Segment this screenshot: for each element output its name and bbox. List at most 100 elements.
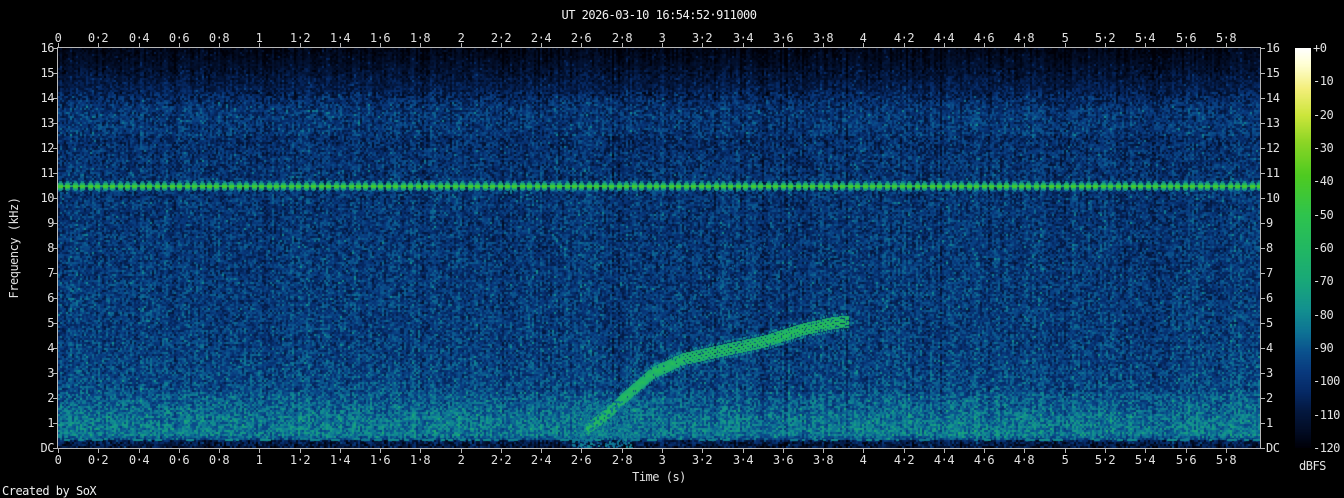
x-tick-label-top: 3·8 xyxy=(812,31,834,45)
x-tick-mark-top xyxy=(581,43,582,47)
y-tick-mark-right xyxy=(1261,323,1265,324)
x-tick-mark-top xyxy=(98,43,99,47)
x-tick-label-top: 2·8 xyxy=(611,31,633,45)
x-tick-mark-top xyxy=(541,43,542,47)
x-tick-mark-bottom xyxy=(259,449,260,453)
x-tick-mark-top xyxy=(1024,43,1025,47)
x-tick-mark-bottom xyxy=(1145,449,1146,453)
x-tick-mark-bottom xyxy=(743,449,744,453)
x-tick-label-top: 2·6 xyxy=(570,31,592,45)
x-tick-label-bottom: 5·6 xyxy=(1175,453,1197,467)
y-tick-label-right: 15 xyxy=(1266,66,1280,80)
x-tick-mark-top xyxy=(743,43,744,47)
x-tick-label-bottom: 0·4 xyxy=(128,453,150,467)
x-tick-mark-bottom xyxy=(179,449,180,453)
y-tick-mark-right xyxy=(1261,248,1265,249)
y-tick-label-left: 15 xyxy=(40,66,55,80)
x-tick-mark-top xyxy=(944,43,945,47)
x-tick-label-top: 5·8 xyxy=(1215,31,1237,45)
y-tick-mark-left xyxy=(53,423,57,424)
x-tick-label-bottom: 1·4 xyxy=(329,453,351,467)
y-tick-label-left: 9 xyxy=(47,216,54,230)
y-tick-mark-right xyxy=(1261,373,1265,374)
x-tick-mark-bottom xyxy=(219,449,220,453)
plot-border xyxy=(57,47,1261,449)
x-tick-mark-bottom xyxy=(501,449,502,453)
y-tick-label-left: 12 xyxy=(40,141,55,155)
x-tick-mark-bottom xyxy=(1105,449,1106,453)
x-tick-label-top: 5·4 xyxy=(1134,31,1156,45)
x-tick-mark-bottom xyxy=(98,449,99,453)
x-tick-mark-bottom xyxy=(420,449,421,453)
x-tick-label-bottom: 0·8 xyxy=(208,453,230,467)
y-tick-mark-left xyxy=(53,273,57,274)
x-tick-mark-bottom xyxy=(340,449,341,453)
x-tick-label-bottom: 3 xyxy=(658,453,666,467)
chart-title: UT 2026-03-10 16:54:52·911000 xyxy=(561,8,757,22)
x-tick-label-bottom: 5·8 xyxy=(1215,453,1237,467)
colorbar-tick-label: -10 xyxy=(1313,74,1334,88)
x-tick-label-top: 1 xyxy=(255,31,263,45)
y-tick-label-left: 5 xyxy=(47,316,54,330)
x-tick-label-bottom: 0 xyxy=(54,453,62,467)
x-tick-mark-bottom xyxy=(461,449,462,453)
y-tick-mark-left xyxy=(53,448,57,449)
colorbar-tick-label: -30 xyxy=(1313,141,1334,155)
x-tick-label-bottom: 1·6 xyxy=(369,453,391,467)
y-tick-mark-right xyxy=(1261,298,1265,299)
x-tick-label-top: 0·8 xyxy=(208,31,230,45)
y-tick-label-left: 7 xyxy=(47,266,54,280)
y-tick-mark-left xyxy=(53,73,57,74)
y-tick-label-right: 4 xyxy=(1266,341,1273,355)
x-tick-mark-bottom xyxy=(1226,449,1227,453)
x-tick-mark-bottom xyxy=(1024,449,1025,453)
x-tick-mark-top xyxy=(501,43,502,47)
y-tick-mark-right xyxy=(1261,223,1265,224)
y-tick-label-right: 13 xyxy=(1266,116,1280,130)
y-tick-label-left: 3 xyxy=(47,366,54,380)
x-tick-mark-top xyxy=(904,43,905,47)
y-tick-label-right: 2 xyxy=(1266,391,1273,405)
y-tick-mark-right xyxy=(1261,98,1265,99)
x-tick-mark-top xyxy=(1065,43,1066,47)
colorbar-tick-label: -100 xyxy=(1313,374,1340,388)
y-tick-mark-right xyxy=(1261,348,1265,349)
y-tick-label-right: 9 xyxy=(1266,216,1273,230)
x-tick-label-bottom: 4 xyxy=(859,453,867,467)
x-tick-mark-bottom xyxy=(662,449,663,453)
y-tick-mark-left xyxy=(53,298,57,299)
x-tick-mark-bottom xyxy=(944,449,945,453)
y-tick-mark-left xyxy=(53,198,57,199)
y-tick-label-left: 1 xyxy=(47,416,54,430)
x-tick-label-top: 2·4 xyxy=(530,31,552,45)
x-tick-mark-bottom xyxy=(380,449,381,453)
y-tick-mark-left xyxy=(53,173,57,174)
x-tick-label-top: 0·4 xyxy=(128,31,150,45)
x-tick-label-bottom: 3·8 xyxy=(812,453,834,467)
y-tick-mark-right xyxy=(1261,398,1265,399)
x-tick-mark-top xyxy=(702,43,703,47)
y-tick-mark-left xyxy=(53,373,57,374)
y-tick-mark-right xyxy=(1261,123,1265,124)
x-tick-mark-bottom xyxy=(702,449,703,453)
credit-text: Created by SoX xyxy=(2,484,97,498)
x-tick-mark-top xyxy=(1145,43,1146,47)
y-tick-mark-left xyxy=(53,98,57,99)
colorbar-unit-label: dBFS xyxy=(1299,459,1326,473)
x-tick-mark-bottom xyxy=(904,449,905,453)
x-tick-mark-bottom xyxy=(1065,449,1066,453)
x-tick-mark-bottom xyxy=(783,449,784,453)
x-tick-label-top: 1·2 xyxy=(289,31,311,45)
y-tick-mark-left xyxy=(53,348,57,349)
y-tick-label-right: 5 xyxy=(1266,316,1273,330)
x-tick-mark-bottom xyxy=(581,449,582,453)
x-tick-mark-top xyxy=(380,43,381,47)
y-tick-mark-right xyxy=(1261,423,1265,424)
x-tick-label-bottom: 4·2 xyxy=(893,453,915,467)
x-tick-label-top: 1·4 xyxy=(329,31,351,45)
y-tick-mark-right xyxy=(1261,148,1265,149)
x-tick-label-top: 1·6 xyxy=(369,31,391,45)
y-tick-label-right: 7 xyxy=(1266,266,1273,280)
x-tick-mark-top xyxy=(420,43,421,47)
y-tick-label-right: 6 xyxy=(1266,291,1273,305)
